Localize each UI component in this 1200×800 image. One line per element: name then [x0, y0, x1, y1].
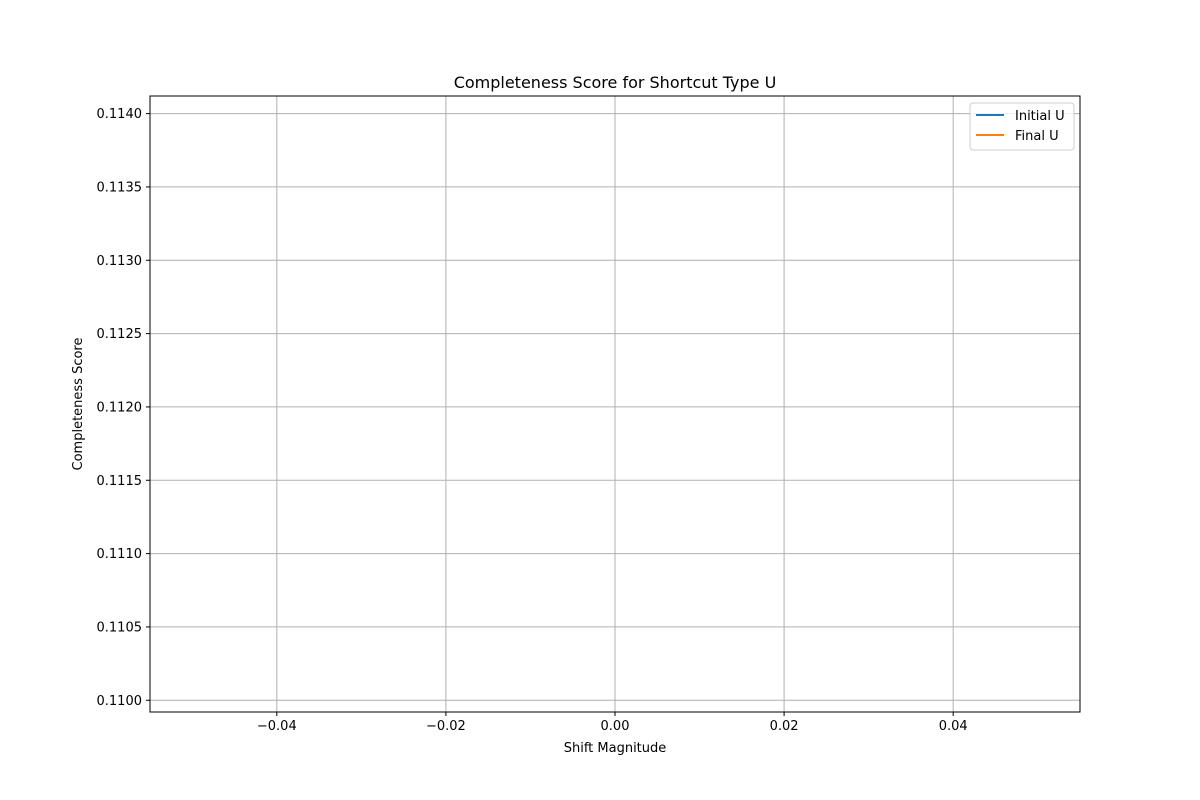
x-tick-label: 0.00 — [601, 719, 630, 734]
y-tick-label: 0.1100 — [97, 694, 143, 709]
x-tick-label: 0.02 — [770, 719, 799, 734]
y-axis-label: Completeness Score — [71, 338, 86, 471]
x-axis: −0.04 −0.02 0.00 0.02 0.04 — [257, 712, 968, 734]
legend-label-final-u: Final U — [1015, 129, 1059, 144]
y-tick-label: 0.1110 — [97, 547, 143, 562]
x-tick-label: −0.02 — [426, 719, 466, 734]
y-tick-label: 0.1140 — [97, 107, 143, 122]
y-tick-label: 0.1130 — [97, 254, 143, 269]
chart-title: Completeness Score for Shortcut Type U — [454, 73, 777, 92]
x-tick-label: 0.04 — [939, 719, 968, 734]
y-tick-label: 0.1135 — [97, 180, 143, 195]
x-tick-label: −0.04 — [257, 719, 297, 734]
y-tick-label: 0.1125 — [97, 327, 143, 342]
y-axis: 0.1100 0.1105 0.1110 0.1115 0.1120 0.1125 0.11… — [97, 107, 150, 709]
y-tick-label: 0.1120 — [97, 400, 143, 415]
legend: Initial U Final U — [969, 102, 1075, 151]
y-tick-label: 0.1105 — [97, 620, 143, 635]
grid-lines — [150, 96, 1080, 712]
x-axis-label: Shift Magnitude — [564, 741, 667, 756]
y-tick-label: 0.1115 — [97, 474, 143, 489]
legend-label-initial-u: Initial U — [1015, 109, 1065, 124]
